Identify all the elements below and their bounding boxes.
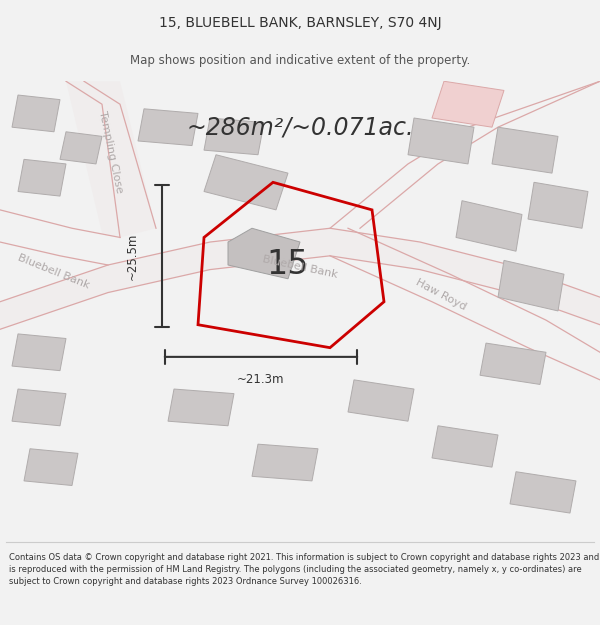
- Polygon shape: [24, 449, 78, 486]
- Polygon shape: [0, 228, 600, 329]
- Polygon shape: [528, 182, 588, 228]
- Polygon shape: [408, 118, 474, 164]
- Polygon shape: [204, 155, 288, 210]
- Polygon shape: [12, 389, 66, 426]
- Polygon shape: [456, 201, 522, 251]
- Polygon shape: [252, 444, 318, 481]
- Polygon shape: [60, 132, 102, 164]
- Text: ~21.3m: ~21.3m: [237, 373, 285, 386]
- Text: Bluebell Bank: Bluebell Bank: [17, 253, 91, 291]
- Polygon shape: [480, 343, 546, 384]
- Polygon shape: [12, 334, 66, 371]
- Polygon shape: [432, 426, 498, 467]
- Polygon shape: [432, 81, 504, 127]
- Polygon shape: [498, 261, 564, 311]
- Polygon shape: [204, 118, 264, 155]
- Polygon shape: [228, 228, 300, 279]
- Polygon shape: [12, 95, 60, 132]
- Text: 15, BLUEBELL BANK, BARNSLEY, S70 4NJ: 15, BLUEBELL BANK, BARNSLEY, S70 4NJ: [158, 16, 442, 30]
- Polygon shape: [138, 109, 198, 146]
- Text: ~25.5m: ~25.5m: [125, 232, 139, 279]
- Text: Templing Close: Templing Close: [97, 111, 125, 194]
- Text: Contains OS data © Crown copyright and database right 2021. This information is : Contains OS data © Crown copyright and d…: [9, 553, 599, 586]
- Text: Bluebell Bank: Bluebell Bank: [262, 254, 338, 280]
- Polygon shape: [492, 127, 558, 173]
- Text: Haw Royd: Haw Royd: [414, 278, 468, 312]
- Text: ~286m²/~0.071ac.: ~286m²/~0.071ac.: [186, 115, 414, 139]
- Text: 15: 15: [267, 249, 309, 281]
- Polygon shape: [348, 380, 414, 421]
- Polygon shape: [168, 389, 234, 426]
- Text: Map shows position and indicative extent of the property.: Map shows position and indicative extent…: [130, 54, 470, 68]
- Polygon shape: [66, 81, 156, 238]
- Polygon shape: [18, 159, 66, 196]
- Polygon shape: [510, 472, 576, 513]
